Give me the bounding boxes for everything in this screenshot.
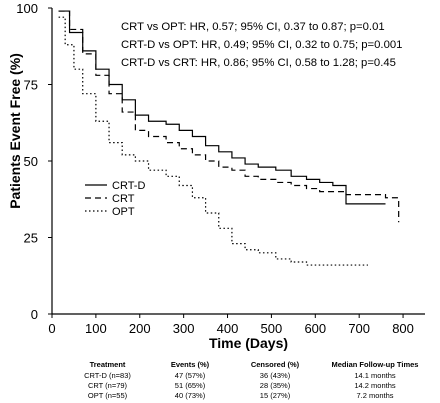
y-tick-label: 100: [16, 1, 38, 16]
table-cell-treatment: OPT (n=55): [87, 391, 128, 400]
hr-annotation: CRT vs OPT: HR, 0.57; 95% CI, 0.37 to 0.…: [121, 21, 385, 33]
x-tick-label: 800: [392, 321, 414, 336]
x-axis-label: Time (Days): [209, 335, 288, 351]
table-header-events: Events (%): [170, 360, 210, 369]
y-tick-label: 0: [31, 307, 38, 322]
labels-layer: 100 75 50 25 00 100 200 300 400 500 600 700 800 Time …: [7, 1, 414, 351]
hr-annotation: CRT-D vs CRT: HR, 0.86; 95% CI, 0.58 to …: [121, 57, 396, 69]
legend-label: CRT-D: [112, 180, 145, 192]
y-axis-label: Patients Event Free (%): [7, 53, 23, 209]
table-cell-followup: 14.1 months: [354, 371, 396, 380]
x-tick-label: 500: [261, 321, 283, 336]
y-tick-label: 50: [24, 154, 38, 169]
y-tick-label: 25: [24, 231, 38, 246]
table-cell-censored: 36 (43%): [259, 371, 291, 380]
x-tick-label: 400: [217, 321, 239, 336]
table-cell-events: 40 (73%): [174, 391, 206, 400]
table-cell-events: 51 (65%): [174, 381, 206, 390]
x-tick-label: 0: [48, 321, 55, 336]
table-cell-followup: 7.2 months: [356, 391, 394, 400]
axes-layer: [48, 7, 425, 318]
series-layer: [58, 10, 400, 266]
series-line-crt-d: [58, 10, 386, 205]
table-header-censored: Censored (%): [250, 360, 300, 369]
km-chart: 100 75 50 25 00 100 200 300 400 500 600 700 800 Time …: [7, 1, 425, 351]
table-cell-censored: 15 (27%): [259, 391, 291, 400]
x-tick-label: 200: [129, 321, 151, 336]
x-tick-label: 300: [173, 321, 195, 336]
x-tick-label: 700: [348, 321, 370, 336]
hr-annotation: CRT-D vs OPT: HR, 0.49; 95% CI, 0.32 to …: [121, 39, 402, 51]
x-tick-label: 600: [304, 321, 326, 336]
table-cell-followup: 14.2 months: [354, 381, 396, 390]
legend-label: CRT: [112, 193, 135, 205]
series-line-opt: [58, 16, 368, 266]
table-header-treatment: Treatment: [89, 360, 126, 369]
y-tick-label: 75: [24, 78, 38, 93]
table-cell-treatment: CRT (n=79): [87, 381, 128, 390]
table-cell-censored: 28 (35%): [259, 381, 291, 390]
legend-label: OPT: [112, 206, 135, 218]
table-cell-treatment: CRT-D (n=83): [84, 371, 131, 380]
table-cell-events: 47 (57%): [174, 371, 206, 380]
x-tick-label: 100: [85, 321, 107, 336]
table-header-followup: Median Follow-up Times: [331, 360, 419, 369]
series-line-crt: [58, 10, 400, 223]
